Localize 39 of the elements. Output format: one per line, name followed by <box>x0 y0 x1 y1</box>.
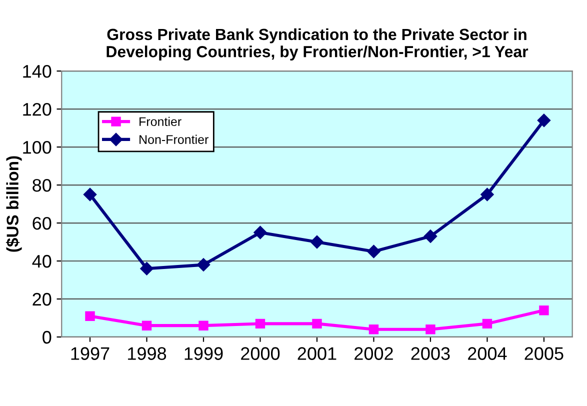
point <box>368 324 379 334</box>
point <box>140 262 154 276</box>
legend-label: Frontier <box>140 116 182 126</box>
point <box>480 188 494 202</box>
y-tick-label: 120 <box>23 102 52 116</box>
x-tick-label: 2004 <box>468 347 507 360</box>
x-tick-label: 2001 <box>298 347 336 360</box>
x-tick-label: 2002 <box>354 347 393 360</box>
y-axis-title: ($US billion) <box>6 156 22 252</box>
y-tick-label: 140 <box>23 64 52 78</box>
x-tick-label: 2003 <box>411 347 450 360</box>
y-tick-label: 20 <box>32 292 52 306</box>
point <box>367 244 380 258</box>
point <box>255 318 266 329</box>
point <box>85 311 95 321</box>
y-tick-label: 40 <box>32 254 52 268</box>
y-tick-label: 80 <box>32 178 52 192</box>
chart-title: Gross Private Bank Syndication to the Private Sector in Developing Countries, by Frontier/Non-Frontier, >1 Year <box>106 28 528 61</box>
point <box>196 258 210 272</box>
point <box>198 320 208 330</box>
x-tick-label: 1999 <box>184 347 223 360</box>
point <box>539 306 549 316</box>
y-tick-label: 100 <box>23 140 52 154</box>
point <box>83 188 97 202</box>
x-tick-label: 1997 <box>71 347 110 360</box>
x-tick-label: 1998 <box>128 347 166 360</box>
point <box>310 235 324 249</box>
point <box>254 226 267 240</box>
point <box>424 230 438 243</box>
point <box>312 318 322 329</box>
y-tick-label: 60 <box>32 216 52 230</box>
legend-label: Non-Frontier <box>140 134 208 144</box>
point <box>426 324 436 334</box>
point <box>142 320 152 330</box>
y-tick-label: 0 <box>42 330 52 344</box>
point <box>482 318 492 329</box>
x-tick-label: 2000 <box>241 347 280 360</box>
x-tick-label: 2005 <box>524 347 564 360</box>
point <box>537 114 551 128</box>
